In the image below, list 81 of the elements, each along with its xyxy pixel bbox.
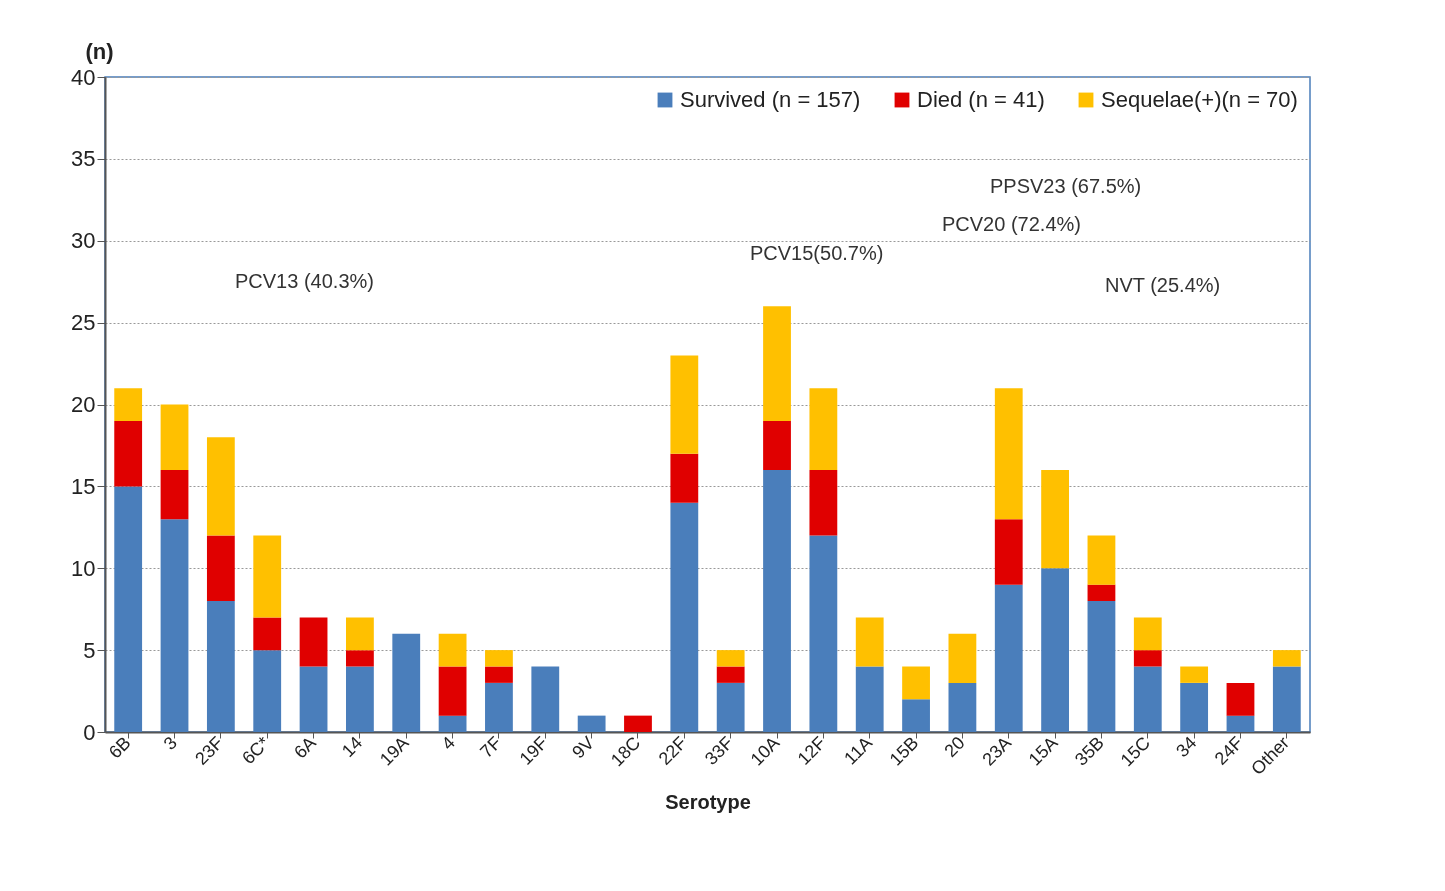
bar: [160, 404, 189, 470]
y-tick-label: 35: [71, 146, 96, 172]
y-tick-label: 10: [71, 555, 96, 581]
bar: [994, 388, 1023, 520]
x-tick-label: 23A: [978, 732, 1016, 770]
y-tick-label: 5: [83, 637, 96, 663]
bar: [485, 650, 513, 667]
bar: [809, 388, 838, 470]
bar: [206, 535, 235, 601]
bar: [346, 617, 374, 651]
x-tick-label: 15A: [1024, 732, 1062, 770]
x-axis-title: Serotype: [665, 790, 751, 813]
bar: [624, 715, 652, 732]
bar: [346, 650, 374, 667]
bar: [114, 388, 143, 421]
x-tick-label: 15C: [1116, 732, 1155, 771]
bar: [716, 650, 745, 667]
annotation: PPSV23 (67.5%): [990, 175, 1142, 197]
y-tick-label: 40: [71, 64, 96, 90]
x-tick-label: 11A: [840, 732, 877, 769]
legend-label: Died (n = 41): [917, 87, 1045, 112]
x-tick-label: 19F: [515, 732, 552, 769]
y-tick-label: 15: [71, 473, 96, 499]
bar: [763, 420, 791, 470]
x-tick-label: 24F: [1210, 732, 1247, 769]
bar: [1041, 470, 1069, 569]
bar: [253, 535, 282, 618]
bar: [670, 453, 699, 503]
annotation: NVT (25.4%): [1105, 274, 1221, 296]
x-tick-label: 35B: [1071, 732, 1108, 770]
bar: [1226, 682, 1255, 716]
x-tick-label: 34: [1172, 732, 1201, 762]
y-tick-label: 20: [71, 392, 96, 417]
x-tick-label: 33F: [700, 732, 738, 769]
y-tick-label: 25: [71, 310, 96, 336]
x-tick-label: 7F: [476, 732, 506, 762]
x-tick-label: 9V: [568, 732, 598, 763]
bar: [1133, 650, 1162, 667]
x-tick-label: 3: [159, 732, 181, 754]
y-tick-label: 0: [83, 719, 96, 745]
bar: [855, 617, 884, 667]
bar: [670, 355, 699, 454]
annotation: PCV20 (72.4%): [942, 213, 1081, 235]
legend-label: Survived (n = 157): [680, 87, 861, 112]
bar: [485, 666, 513, 683]
x-tick-label: 23F: [191, 732, 228, 769]
x-tick-label: 6B: [104, 732, 135, 763]
x-tick-label: 19A: [375, 732, 413, 770]
y-axis-title: (n): [85, 38, 114, 64]
x-tick-label: 6C*: [238, 732, 274, 769]
x-tick-label: 12F: [793, 732, 830, 769]
bar: [438, 666, 467, 716]
x-tick-label: 18C: [606, 732, 645, 771]
y-tick-label: 30: [71, 228, 96, 254]
x-tick-label: 22F: [654, 732, 691, 769]
legend-label: Sequelae(+)(n = 70): [1101, 87, 1298, 112]
bar: [1180, 666, 1209, 683]
bar: [1272, 650, 1301, 667]
x-tick-label: 6A: [290, 732, 320, 763]
annotation: PCV13 (40.3%): [235, 270, 374, 292]
bar: [809, 470, 838, 536]
bar: [763, 306, 791, 421]
bar: [160, 470, 189, 520]
x-tick-label: 14: [337, 732, 367, 762]
bar: [1133, 617, 1162, 651]
x-tick-label: 15B: [885, 732, 923, 770]
bar: [299, 617, 328, 667]
bar: [438, 633, 467, 667]
bar: [114, 420, 143, 487]
bar: [948, 633, 977, 683]
bar: [1087, 584, 1116, 601]
x-tick-label: 10A: [746, 732, 784, 770]
bar: [206, 437, 235, 536]
bar: [253, 617, 282, 651]
bar: [716, 666, 745, 683]
annotation: PCV15(50.7%): [750, 242, 884, 264]
bar: [994, 519, 1023, 585]
x-tick-label: 4: [437, 732, 459, 754]
x-tick-label: 20: [940, 732, 969, 762]
bar: [902, 666, 930, 700]
bar: [1087, 535, 1116, 585]
